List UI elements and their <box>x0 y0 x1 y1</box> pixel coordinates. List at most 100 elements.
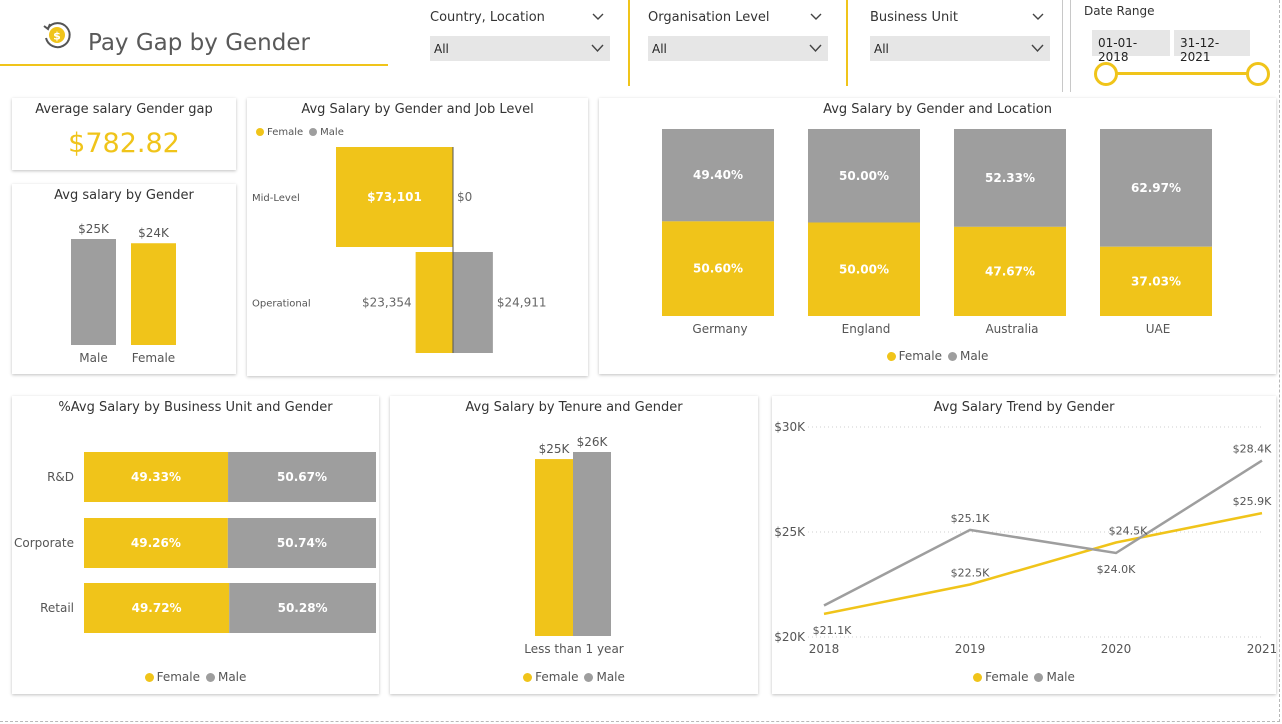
data-label: $24.0K <box>1097 563 1136 576</box>
business-unit-chart: R&D 49.33% 50.67% Corporate 49.26% 50.74% Reta… <box>14 452 376 633</box>
x-tick-label: Germany <box>692 322 747 336</box>
series-line-male <box>823 459 1263 607</box>
x-tick-label: 2018 <box>809 642 840 656</box>
legend-male[interactable]: Male <box>1034 670 1075 684</box>
location-chart: 49.40% 50.60% Germany 50.00% 50.00% England 52… <box>662 129 1212 336</box>
avg-salary-by-gender-card: Avg salary by Gender $25K Male $24K Female <box>12 184 236 374</box>
business-unit-label: Business Unit <box>870 10 958 25</box>
bar-male <box>808 129 920 223</box>
date-slider-end-handle[interactable] <box>1246 62 1270 86</box>
legend-female[interactable]: Female <box>144 670 200 684</box>
data-label: 50.28% <box>278 601 328 615</box>
country-location-label: Country, Location <box>430 10 545 25</box>
data-label: 49.33% <box>131 470 181 484</box>
bar-male <box>1100 129 1212 247</box>
bar-female <box>535 459 573 636</box>
legend-female[interactable]: Female <box>886 349 942 363</box>
date-slider-track[interactable] <box>1102 72 1256 75</box>
x-tick-label: Female <box>132 351 175 365</box>
country-location-value: All <box>434 42 449 56</box>
legend-label: Male <box>320 127 344 138</box>
chart-legend: Female Male <box>390 670 758 684</box>
y-tick-label: Corporate <box>14 536 74 550</box>
chart-title: Avg Salary by Tenure and Gender <box>465 400 683 415</box>
y-tick-label: Mid-Level <box>252 193 300 204</box>
business-unit-card: %Avg Salary by Business Unit and Gender … <box>12 396 379 694</box>
legend-label: Female <box>267 127 304 138</box>
bar-male <box>662 129 774 222</box>
chart-title: Avg Salary by Gender and Location <box>823 102 1052 117</box>
bar-female <box>1100 246 1212 316</box>
chevron-down-icon <box>809 44 822 53</box>
data-label: $21.1K <box>813 624 852 637</box>
bar-male <box>229 583 376 633</box>
x-tick-label: Male <box>79 351 107 365</box>
x-tick-label: 2021 <box>1247 642 1276 656</box>
bar-female <box>954 226 1066 316</box>
chart-legend: Female Male <box>12 670 379 684</box>
legend-female[interactable]: Female <box>523 670 578 684</box>
header-divider <box>1070 0 1071 92</box>
x-tick-label: 2020 <box>1101 642 1132 656</box>
data-label: $0 <box>457 190 472 204</box>
business-unit-dropdown[interactable]: All <box>870 36 1050 61</box>
data-label: 62.97% <box>1131 181 1181 195</box>
chevron-down-icon[interactable] <box>592 12 604 22</box>
chevron-down-icon <box>591 44 604 53</box>
legend-female[interactable]: Female <box>973 670 1028 684</box>
bar-female <box>662 221 774 316</box>
x-tick-label: 2019 <box>955 642 986 656</box>
data-label: 50.00% <box>839 262 889 276</box>
x-tick-label: Less than 1 year <box>524 642 624 656</box>
data-label: 49.26% <box>131 536 181 550</box>
chevron-down-icon[interactable] <box>1032 12 1044 22</box>
chart-legend: Female Male <box>599 349 1276 363</box>
data-label: $28.4K <box>1233 443 1272 456</box>
legend-female[interactable]: Female <box>256 127 303 138</box>
date-range-slicer: Date Range 01-01-2018 31-12-2021 <box>1084 4 1274 92</box>
svg-text:$: $ <box>53 30 61 43</box>
kpi-title: Average salary Gender gap <box>35 102 213 117</box>
legend-label: Female <box>535 670 579 684</box>
bar-female <box>415 252 453 353</box>
data-label: $22.5K <box>951 567 990 580</box>
date-end-input[interactable]: 31-12-2021 <box>1174 30 1250 64</box>
legend-male[interactable]: Male <box>205 670 247 684</box>
chevron-down-icon[interactable] <box>810 12 822 22</box>
title-underline <box>0 64 388 66</box>
chevron-down-icon <box>1031 44 1044 53</box>
legend-label: Male <box>217 670 247 684</box>
legend-male[interactable]: Male <box>309 127 344 138</box>
legend-male[interactable]: Male <box>947 349 988 363</box>
page-title: Pay Gap by Gender <box>88 30 310 56</box>
bar-female <box>84 452 229 502</box>
data-label: $25K <box>539 442 571 456</box>
date-slider-start-handle[interactable] <box>1094 62 1118 86</box>
chart-legend: Female Male <box>253 127 347 138</box>
country-location-dropdown[interactable]: All <box>430 36 610 61</box>
date-start-input[interactable]: 01-01-2018 <box>1092 30 1170 64</box>
data-label: $24.5K <box>1109 525 1148 538</box>
trend-card: Avg Salary Trend by Gender $20K $25K $30K 2… <box>772 396 1276 694</box>
header-divider <box>628 0 630 86</box>
data-label: $25K <box>78 222 110 236</box>
chart-title: Avg Salary Trend by Gender <box>933 400 1115 415</box>
y-tick-label: $30K <box>774 420 806 434</box>
legend-label: Female <box>898 349 942 363</box>
data-label: $25.1K <box>951 512 990 525</box>
legend-label: Female <box>156 670 200 684</box>
job-level-card: Avg Salary by Gender and Job Level Femal… <box>247 98 588 376</box>
data-label: 50.74% <box>277 536 327 550</box>
organisation-level-value: All <box>652 42 667 56</box>
trend-chart: $20K $25K $30K 2018 2019 2020 2021 $21.1K $22.5K… <box>774 420 1276 656</box>
bar-female <box>336 147 453 247</box>
bar-female <box>84 518 228 568</box>
y-tick-label: R&D <box>47 470 74 484</box>
legend-male[interactable]: Male <box>584 670 625 684</box>
data-label: $26K <box>577 435 609 449</box>
header-divider <box>1062 0 1063 92</box>
business-unit-value: All <box>874 42 889 56</box>
bar-male <box>954 129 1066 227</box>
organisation-level-dropdown[interactable]: All <box>648 36 828 61</box>
x-tick-label: Australia <box>985 322 1038 336</box>
